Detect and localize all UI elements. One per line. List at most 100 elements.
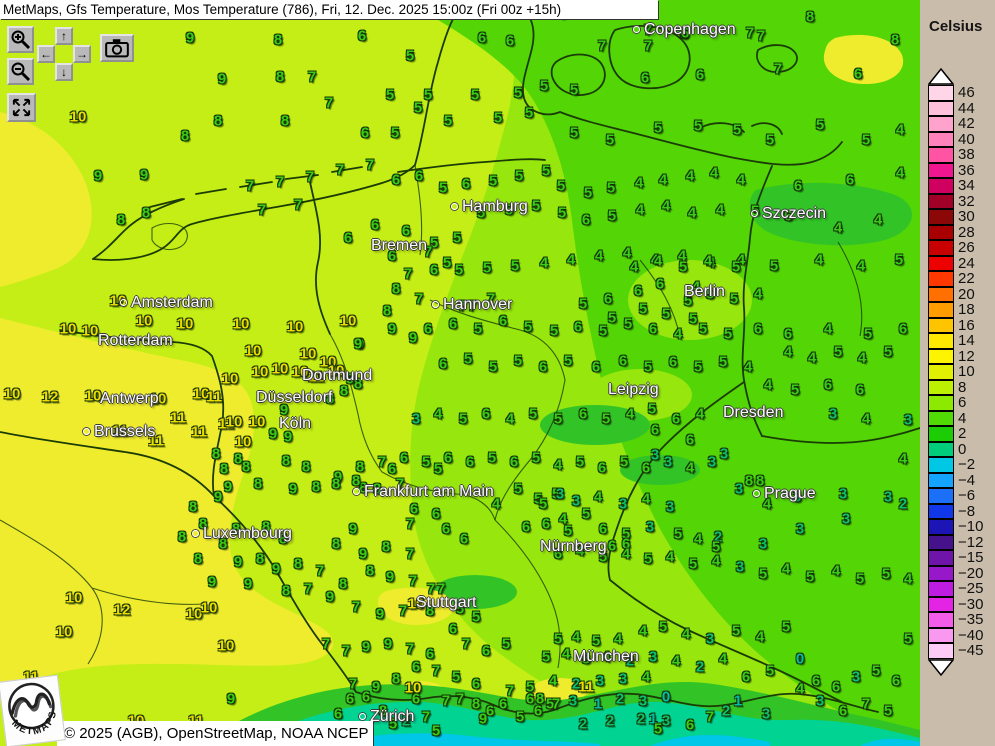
city-label-hamburg: Hamburg	[462, 198, 528, 215]
temperature-value: 5	[405, 47, 415, 65]
temperature-value: 5	[413, 99, 423, 117]
pan-down-button[interactable]: ↓	[55, 63, 73, 81]
temperature-value: 4	[571, 628, 581, 646]
temperature-value: 8	[219, 460, 229, 478]
legend-entry: 2	[928, 426, 983, 442]
temperature-value: 4	[558, 510, 568, 528]
legend-entry: 34	[928, 178, 983, 194]
zoom-in-button[interactable]	[7, 26, 34, 53]
temperature-value: 2	[721, 702, 731, 720]
temperature-value: 5	[591, 632, 601, 650]
temperature-value: 3	[719, 445, 729, 463]
temperature-value: 6	[521, 518, 531, 536]
temperature-value: 7	[303, 580, 313, 598]
temperature-value: 7	[408, 572, 418, 590]
temperature-value: 3	[841, 510, 851, 528]
temperature-value: 6	[401, 222, 411, 240]
legend-value: 38	[958, 146, 975, 164]
temperature-value: 5	[619, 453, 629, 471]
temperature-value: 7	[341, 642, 351, 660]
legend-value: 2	[958, 425, 967, 443]
temperature-value: 2	[695, 658, 705, 676]
city-label-m-nchen: München	[573, 648, 639, 665]
temperature-value: 7	[405, 515, 415, 533]
zoom-out-button[interactable]	[7, 58, 34, 85]
temperature-value: 7	[441, 692, 451, 710]
fullscreen-button[interactable]	[7, 93, 36, 122]
pan-up-button[interactable]: ↑	[55, 27, 73, 45]
pan-right-button[interactable]: →	[73, 45, 91, 63]
temperature-value: 9	[371, 678, 381, 696]
temperature-value: 7	[365, 156, 375, 174]
temperature-value: 6	[668, 353, 678, 371]
temperature-value: 2	[625, 652, 635, 670]
temperature-value: 5	[463, 350, 473, 368]
temperature-value: 6	[685, 431, 695, 449]
legend-value: −45	[958, 642, 984, 660]
temperature-value: 4	[736, 251, 746, 269]
city-marker-prague	[753, 490, 760, 497]
legend-entry: 28	[928, 224, 983, 240]
temperature-value: 7	[745, 24, 755, 42]
city-label-berlin: Berlin	[684, 283, 725, 300]
temperature-value: 4	[650, 251, 660, 269]
legend-value: 24	[958, 254, 975, 272]
temperature-value: 5	[451, 668, 461, 686]
temperature-value: 9	[348, 520, 358, 538]
legend-unit-label: Celsius	[929, 18, 983, 35]
map-canvas[interactable]: 9865666776778876987755551055566768886555…	[0, 0, 920, 746]
temperature-value: 3	[661, 712, 671, 730]
legend-value: 26	[958, 239, 975, 257]
temperature-value: 5	[538, 495, 548, 513]
temperature-value: 10	[244, 342, 262, 360]
temperature-value: 6	[481, 642, 491, 660]
snapshot-button[interactable]	[100, 34, 134, 62]
temperature-value: 5	[653, 119, 663, 137]
temperature-value: 8	[281, 452, 291, 470]
temperature-value: 5	[581, 650, 591, 668]
legend-color-swatch	[928, 488, 954, 504]
temperature-value: 5	[781, 618, 791, 636]
temperature-value: 5	[454, 261, 464, 279]
temperature-value: 11	[170, 409, 186, 427]
temperature-value: 6	[695, 66, 705, 84]
legend-entry: −15	[928, 550, 983, 566]
temperature-value: 7	[315, 562, 325, 580]
temperature-value: 6	[533, 702, 543, 720]
temperature-value: 7	[324, 94, 334, 112]
temperature-value: 5	[678, 258, 688, 276]
attribution-text: © 2025 (AGB), OpenStreetMap, NOAA NCEP	[64, 725, 369, 742]
temperature-value: 5	[452, 229, 462, 247]
legend-color-swatch	[928, 85, 954, 101]
temperature-value: 8	[177, 528, 187, 546]
temperature-value: 4	[691, 278, 701, 296]
pan-left-button[interactable]: ←	[37, 45, 55, 63]
temperature-value: 10	[248, 413, 266, 431]
temperature-value: 5	[388, 715, 398, 733]
attribution-bar: © 2025 (AGB), OpenStreetMap, NOAA NCEP	[57, 721, 373, 746]
temperature-value: 8	[425, 602, 435, 620]
temperature-value: 4	[814, 251, 824, 269]
temperature-value: 8	[325, 390, 335, 408]
temperature-value: 5	[531, 197, 541, 215]
temperature-value: 6	[891, 672, 901, 690]
temperature-value: 2	[578, 715, 588, 733]
temperature-value: 6	[591, 358, 601, 376]
temperature-value: 6	[853, 65, 863, 83]
temperature-value: 5	[482, 259, 492, 277]
temperature-value: 2	[636, 710, 646, 728]
legend-value: 40	[958, 130, 975, 148]
temperature-value: 3	[568, 692, 578, 710]
temperature-value: 6	[671, 410, 681, 428]
legend-value: 30	[958, 208, 975, 226]
legend-entry: 4	[928, 410, 983, 426]
temperature-value: 6	[633, 282, 643, 300]
temperature-value: 9	[226, 690, 236, 708]
temperature-value: 6	[459, 530, 469, 548]
temperature-value: 4	[755, 628, 765, 646]
city-label-frankfurt-am-main: Frankfurt am Main	[364, 483, 494, 500]
temperature-value: 6	[343, 229, 353, 247]
city-marker-copenhagen	[633, 26, 640, 33]
temperature-value: 5	[442, 254, 452, 272]
temperature-value: 5	[525, 678, 535, 696]
